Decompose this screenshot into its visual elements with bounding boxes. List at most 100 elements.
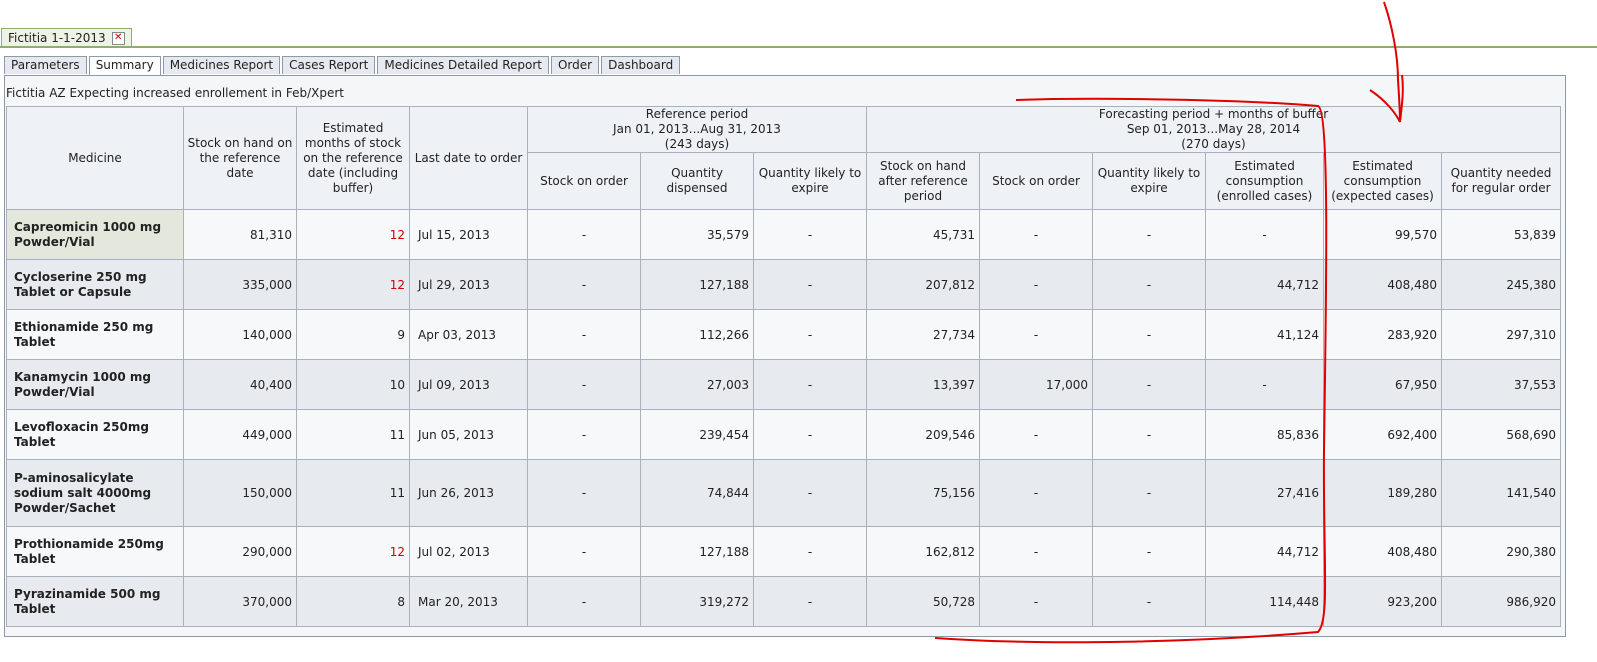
- fc-stock-on-order-cell: -: [979, 209, 1093, 260]
- stock-on-hand-cell: 370,000: [183, 576, 297, 627]
- consumption-expected-cell: 692,400: [1323, 409, 1442, 460]
- fc-quantity-expire-cell: -: [1092, 209, 1206, 260]
- close-icon[interactable]: ✕: [111, 31, 125, 45]
- stock-on-hand-cell: 140,000: [183, 309, 297, 360]
- estimated-months-cell: 12: [296, 526, 410, 577]
- last-date-to-order-cell: Jun 26, 2013: [409, 459, 528, 527]
- ref-stock-on-order-cell: -: [527, 309, 641, 360]
- ref-stock-on-order-cell: -: [527, 359, 641, 410]
- tab-medicines-detailed-report[interactable]: Medicines Detailed Report: [377, 56, 549, 74]
- tab-cases-report[interactable]: Cases Report: [282, 56, 376, 74]
- header-estimated-months: Estimated months of stock on the referen…: [296, 106, 410, 210]
- header-consumption-enrolled: Estimated consumption (enrolled cases): [1205, 152, 1324, 210]
- medicine-name-cell: Prothionamide 250mg Tablet: [6, 526, 184, 577]
- table-row[interactable]: Capreomicin 1000 mg Powder/Vial 81,310 12 J…: [6, 209, 1562, 260]
- quantity-dispensed-cell: 319,272: [640, 576, 754, 627]
- ref-quantity-expire-cell: -: [753, 409, 867, 460]
- ref-quantity-expire-cell: -: [753, 359, 867, 410]
- forecasting-period-range: Sep 01, 2013...May 28, 2014: [1126, 122, 1301, 136]
- quantity-dispensed-cell: 112,266: [640, 309, 754, 360]
- header-ref-quantity-expire: Quantity likely to expire: [753, 152, 867, 210]
- stock-after-reference-cell: 13,397: [866, 359, 980, 410]
- report-subtitle: Fictitia AZ Expecting increased enrollem…: [6, 86, 344, 100]
- header-fc-quantity-expire: Quantity likely to expire: [1092, 152, 1206, 210]
- header-fc-stock-on-order: Stock on order: [979, 152, 1093, 210]
- document-tab[interactable]: Fictitia 1-1-2013 ✕: [1, 28, 132, 47]
- header-medicine: Medicine: [6, 106, 184, 210]
- quantity-needed-cell: 986,920: [1440, 576, 1562, 627]
- table-row[interactable]: P-aminosalicylate sodium salt 4000mg Pow…: [6, 459, 1562, 527]
- last-date-to-order-cell: Jul 15, 2013: [409, 209, 528, 260]
- quantity-needed-cell: 141,540: [1440, 459, 1562, 527]
- tab-medicines-report[interactable]: Medicines Report: [162, 56, 281, 74]
- table-row[interactable]: Levofloxacin 250mg Tablet 449,000 11 Jun 05…: [6, 409, 1562, 460]
- tab-dashboard[interactable]: Dashboard: [601, 56, 681, 74]
- fc-quantity-expire-cell: -: [1092, 309, 1206, 360]
- consumption-enrolled-cell: 27,416: [1205, 459, 1324, 527]
- header-ref-stock-on-order: Stock on order: [527, 152, 641, 210]
- header-quantity-needed: Quantity needed for regular order: [1440, 152, 1562, 210]
- last-date-to-order-cell: Jul 29, 2013: [409, 259, 528, 310]
- tab-parameters[interactable]: Parameters: [4, 56, 87, 74]
- fc-quantity-expire-cell: -: [1092, 526, 1206, 577]
- stock-on-hand-cell: 290,000: [183, 526, 297, 577]
- stock-on-hand-cell: 81,310: [183, 209, 297, 260]
- fc-stock-on-order-cell: -: [979, 526, 1093, 577]
- reference-period-title: Reference period: [645, 107, 749, 121]
- stock-after-reference-cell: 45,731: [866, 209, 980, 260]
- table-row[interactable]: Cycloserine 250 mg Tablet or Capsule 335,…: [6, 259, 1562, 310]
- stock-after-reference-cell: 75,156: [866, 459, 980, 527]
- medicine-name-cell: Pyrazinamide 500 mg Tablet: [6, 576, 184, 627]
- fc-quantity-expire-cell: -: [1092, 359, 1206, 410]
- last-date-to-order-cell: Mar 20, 2013: [409, 576, 528, 627]
- ref-stock-on-order-cell: -: [527, 459, 641, 527]
- ref-quantity-expire-cell: -: [753, 309, 867, 360]
- table-row[interactable]: Pyrazinamide 500 mg Tablet 370,000 8 Mar 20…: [6, 576, 1562, 627]
- consumption-enrolled-cell: 44,712: [1205, 526, 1324, 577]
- stock-after-reference-cell: 162,812: [866, 526, 980, 577]
- stock-on-hand-cell: 150,000: [183, 459, 297, 527]
- quantity-needed-cell: 568,690: [1440, 409, 1562, 460]
- quantity-dispensed-cell: 35,579: [640, 209, 754, 260]
- fc-quantity-expire-cell: -: [1092, 259, 1206, 310]
- estimated-months-cell: 12: [296, 209, 410, 260]
- quantity-needed-cell: 245,380: [1440, 259, 1562, 310]
- last-date-to-order-cell: Apr 03, 2013: [409, 309, 528, 360]
- header-reference-period: Reference period Jan 01, 2013...Aug 31, …: [527, 106, 867, 153]
- fc-quantity-expire-cell: -: [1092, 576, 1206, 627]
- estimated-months-cell: 11: [296, 459, 410, 527]
- reference-period-days: (243 days): [664, 137, 730, 151]
- ref-stock-on-order-cell: -: [527, 526, 641, 577]
- tab-order[interactable]: Order: [550, 56, 600, 74]
- table-row[interactable]: Kanamycin 1000 mg Powder/Vial 40,400 10 Jul…: [6, 359, 1562, 410]
- header-quantity-dispensed: Quantity dispensed: [640, 152, 754, 210]
- medicine-name-cell: P-aminosalicylate sodium salt 4000mg Pow…: [6, 459, 184, 527]
- stock-after-reference-cell: 209,546: [866, 409, 980, 460]
- fc-quantity-expire-cell: -: [1092, 459, 1206, 527]
- fc-stock-on-order-cell: -: [979, 259, 1093, 310]
- estimated-months-cell: 9: [296, 309, 410, 360]
- document-tab-bar: Fictitia 1-1-2013 ✕: [0, 28, 1597, 48]
- medicine-name-cell: Kanamycin 1000 mg Powder/Vial: [6, 359, 184, 410]
- quantity-dispensed-cell: 127,188: [640, 259, 754, 310]
- consumption-enrolled-cell: 114,448: [1205, 576, 1324, 627]
- last-date-to-order-cell: Jul 02, 2013: [409, 526, 528, 577]
- medicine-name-cell: Cycloserine 250 mg Tablet or Capsule: [6, 259, 184, 310]
- consumption-enrolled-cell: -: [1205, 359, 1324, 410]
- consumption-expected-cell: 408,480: [1323, 526, 1442, 577]
- table-row[interactable]: Ethionamide 250 mg Tablet 140,000 9 Apr 03,…: [6, 309, 1562, 360]
- header-last-date-to-order: Last date to order: [409, 106, 528, 210]
- consumption-enrolled-cell: 41,124: [1205, 309, 1324, 360]
- quantity-dispensed-cell: 27,003: [640, 359, 754, 410]
- last-date-to-order-cell: Jul 09, 2013: [409, 359, 528, 410]
- consumption-enrolled-cell: 44,712: [1205, 259, 1324, 310]
- header-forecasting-period: Forecasting period + months of buffer Se…: [865, 106, 1562, 153]
- stock-after-reference-cell: 50,728: [866, 576, 980, 627]
- medicine-name-cell: Levofloxacin 250mg Tablet: [6, 409, 184, 460]
- tab-summary[interactable]: Summary: [88, 56, 161, 75]
- table-row[interactable]: Prothionamide 250mg Tablet 290,000 12 Jul 0…: [6, 526, 1562, 577]
- fc-stock-on-order-cell: 17,000: [979, 359, 1093, 410]
- fc-stock-on-order-cell: -: [979, 576, 1093, 627]
- header-stock-on-hand: Stock on hand on the reference date: [183, 106, 297, 210]
- report-tabs: Parameters Summary Medicines Report Case…: [4, 56, 681, 75]
